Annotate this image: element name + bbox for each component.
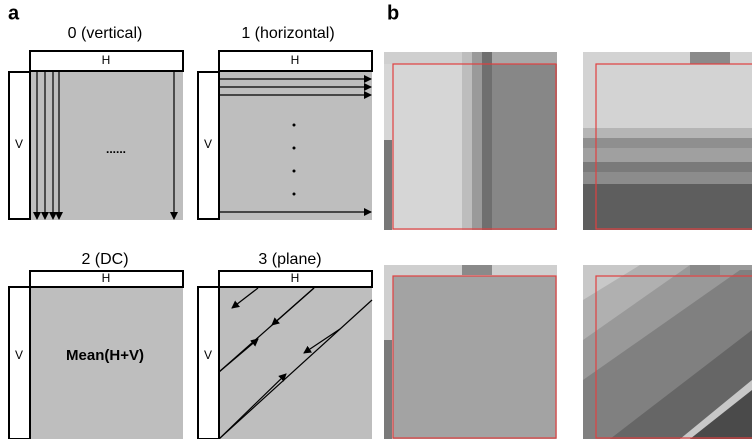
pred-image [583, 265, 752, 439]
pred-image [583, 52, 752, 230]
v-label: V [15, 137, 23, 151]
panel-label: a [8, 2, 20, 24]
pred-image [384, 265, 557, 439]
mode-plane: 3 (plane) H V [198, 251, 372, 439]
panel-label: b [387, 2, 399, 24]
figure: a 0 (vertical) H V ...... 1 (horizontal)… [0, 0, 752, 439]
v-label: V [204, 348, 212, 362]
h-label: H [102, 53, 111, 67]
h-label: H [102, 271, 111, 285]
mode-vertical: 0 (vertical) H V ...... [9, 25, 183, 220]
v-label: V [15, 348, 23, 362]
mode-title: 2 (DC) [81, 251, 128, 268]
ellipsis: ...... [106, 142, 126, 156]
mode-dc: 2 (DC) H V Mean(H+V) [9, 251, 183, 439]
pred-image [384, 52, 557, 230]
h-label: H [291, 53, 300, 67]
v-label: V [204, 137, 212, 151]
h-label: H [291, 271, 300, 285]
mode-title: 1 (horizontal) [241, 25, 334, 42]
dc-text: Mean(H+V) [66, 347, 144, 364]
mode-title: 3 (plane) [258, 251, 321, 268]
mode-horizontal: 1 (horizontal) H V [198, 25, 372, 220]
mode-title: 0 (vertical) [68, 25, 143, 42]
